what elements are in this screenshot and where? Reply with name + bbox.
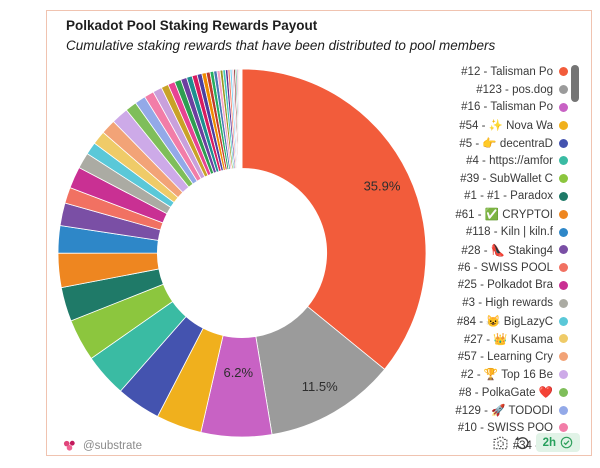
legend-color-dot (559, 102, 568, 112)
legend-color-dot (559, 120, 568, 130)
legend-color-dot (559, 263, 568, 273)
legend-item-label: #3 - High rewards (462, 297, 553, 310)
legend-item[interactable]: #25 - Polkadot Bra (449, 277, 581, 295)
substrate-logo-icon (61, 437, 78, 454)
donut-chart: 35.9% 11.5% 6.2% (57, 68, 427, 438)
legend-color-dot (559, 138, 568, 148)
legend-item-label: #4 - https://amfor (466, 154, 553, 167)
legend-item-label: #5 - 👉 decentraD (459, 138, 553, 151)
legend-color-dot (559, 67, 568, 77)
legend-color-dot (559, 227, 568, 237)
legend-item-label: #54 - ✨ Nova Wa (459, 120, 553, 133)
legend-item[interactable]: #28 - 👠 Staking4 (449, 241, 581, 259)
chart-card: Polkadot Pool Staking Rewards Payout Cum… (46, 10, 592, 456)
legend-item[interactable]: #123 - pos.dog (449, 81, 581, 99)
pie-slice[interactable] (241, 68, 243, 169)
legend-item[interactable]: #1 - #1 - Paradox (449, 188, 581, 206)
legend-item-label: #39 - SubWallet C (460, 172, 553, 185)
slice-percent-label: 35.9% (364, 179, 401, 194)
legend-item[interactable]: #16 - Talisman Po (449, 99, 581, 117)
age-text: 2h (542, 436, 556, 449)
legend-color-dot (559, 209, 568, 219)
legend-item-label: #10 - SWISS POO (457, 421, 553, 434)
legend-item[interactable]: #10 - SWISS POO (449, 419, 581, 437)
legend-item[interactable]: #27 - 👑 Kusama (449, 330, 581, 348)
camera-icon[interactable] (492, 434, 509, 451)
legend-item-label: #8 - PolkaGate ❤️ (458, 387, 553, 400)
legend-color-dot (559, 298, 568, 308)
legend-item-label: #129 - 🚀 TODODI (455, 405, 553, 418)
legend-item[interactable]: #6 - SWISS POOL (449, 259, 581, 277)
legend-color-dot (559, 316, 568, 326)
legend-scrollbar[interactable] (571, 65, 579, 102)
legend-color-dot (559, 369, 568, 379)
legend-item[interactable]: #84 - 😺 BigLazyC (449, 312, 581, 330)
legend-item-label: #6 - SWISS POOL (457, 261, 553, 274)
legend-color-dot (559, 191, 568, 201)
legend-item-label: #28 - 👠 Staking4 (461, 244, 553, 257)
legend-item[interactable]: #54 - ✨ Nova Wa (449, 116, 581, 134)
undo-icon[interactable] (514, 434, 531, 451)
attribution: @substrate (61, 437, 142, 454)
legend-color-dot (559, 156, 568, 166)
chart-subtitle: Cumulative staking rewards that have bee… (66, 38, 496, 53)
legend-item[interactable]: #5 - 👉 decentraD (449, 134, 581, 152)
legend-color-dot (559, 280, 568, 290)
age-badge: 2h (535, 433, 580, 452)
legend-color-dot (559, 387, 568, 397)
legend-item[interactable]: #57 - Learning Cry (449, 348, 581, 366)
chart-title: Polkadot Pool Staking Rewards Payout (66, 18, 318, 33)
legend-item-label: #16 - Talisman Po (461, 101, 553, 114)
legend-item-label: #84 - 😺 BigLazyC (456, 316, 553, 329)
author-handle: @substrate (83, 439, 142, 452)
legend-item[interactable]: #4 - https://amfor (449, 152, 581, 170)
legend-color-dot (559, 245, 568, 255)
legend-item-label: #118 - Kiln | kiln.f (465, 226, 553, 239)
legend-item[interactable]: #118 - Kiln | kiln.f (449, 223, 581, 241)
chart-legend: #12 - Talisman Po #123 - pos.dog #16 - Tal… (449, 63, 581, 455)
slice-percent-label: 11.5% (302, 379, 338, 394)
legend-color-dot (559, 405, 568, 415)
legend-item-label: #1 - #1 - Paradox (464, 190, 553, 203)
legend-item-label: #61 - ✅ CRYPTOI (455, 209, 553, 222)
pie-slice[interactable] (241, 68, 427, 370)
slice-percent-label: 6.2% (223, 365, 253, 380)
legend-item-label: #2 - 🏆 Top 16 Be (460, 369, 553, 382)
legend-color-dot (559, 334, 568, 344)
legend-item[interactable]: #8 - PolkaGate ❤️ (449, 383, 581, 401)
check-icon (560, 436, 573, 449)
legend-item-label: #57 - Learning Cry (457, 350, 553, 363)
legend-item[interactable]: #39 - SubWallet C (449, 170, 581, 188)
legend-color-dot (559, 174, 568, 184)
legend-item-label: #25 - Polkadot Bra (457, 279, 553, 292)
legend-item-label: #27 - 👑 Kusama (463, 333, 553, 346)
legend-color-dot (559, 352, 568, 362)
legend-item[interactable]: #3 - High rewards (449, 294, 581, 312)
legend-color-dot (559, 85, 568, 95)
legend-color-dot (559, 423, 568, 433)
legend-item[interactable]: #12 - Talisman Po (449, 63, 581, 81)
legend-item[interactable]: #2 - 🏆 Top 16 Be (449, 366, 581, 384)
legend-item-label: #12 - Talisman Po (461, 65, 553, 78)
legend-item[interactable]: #129 - 🚀 TODODI (449, 401, 581, 419)
legend-item[interactable]: #61 - ✅ CRYPTOI (449, 205, 581, 223)
legend-item-label: #123 - pos.dog (476, 83, 553, 96)
